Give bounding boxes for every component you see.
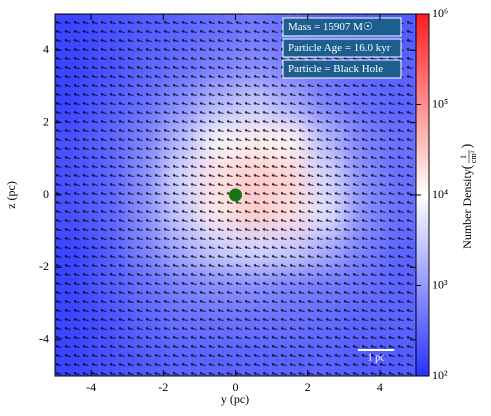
colorbar-tick-label: 10² [432, 368, 448, 382]
x-tick-label: 4 [377, 380, 383, 394]
paren: ) [460, 143, 475, 148]
colorbar-label: Number Density 1 cm³ ( ) [459, 143, 478, 248]
particle [229, 188, 242, 202]
x-tick-label: 2 [305, 380, 311, 394]
x-tick-label: 0 [233, 380, 239, 394]
x-tick-label: -2 [158, 380, 168, 394]
paren: ( [460, 164, 475, 169]
y-tick-label: -4 [39, 332, 49, 346]
y-tick-label: 2 [43, 114, 49, 128]
x-tick-label: -4 [86, 380, 96, 394]
colorbar-title: Number Density [460, 169, 474, 249]
annotation-box [282, 17, 402, 37]
colorbar-tick-label: 10⁶ [432, 6, 448, 20]
annotation-text: Particle = Black Hole [288, 63, 383, 75]
y-tick-label: 0 [43, 187, 49, 201]
annotation-text: Particle Age = 16.0 kyr [288, 42, 391, 54]
y-tick-label: 4 [43, 42, 49, 56]
annotation-text: Mass = 15907 M☉ [288, 21, 373, 33]
colorbar-tick-label: 10⁴ [432, 187, 448, 201]
y-axis-label: z (pc) [4, 181, 18, 209]
colorbar-unit-den: cm³ [469, 150, 478, 163]
annotation-box [282, 38, 402, 58]
colorbar-tick-label: 10³ [432, 277, 448, 291]
scale-bar-label: 1 pc [368, 352, 386, 363]
annotation-box [282, 59, 402, 79]
x-axis-label: y (pc) [221, 392, 249, 406]
annotations: Mass = 15907 M☉ Particle Age = 16.0 kyr Pa… [282, 17, 402, 79]
colorbar-tick-label: 10⁵ [432, 96, 448, 110]
colorbar-unit-num: 1 [459, 155, 468, 159]
y-tick-label: -2 [39, 259, 49, 273]
